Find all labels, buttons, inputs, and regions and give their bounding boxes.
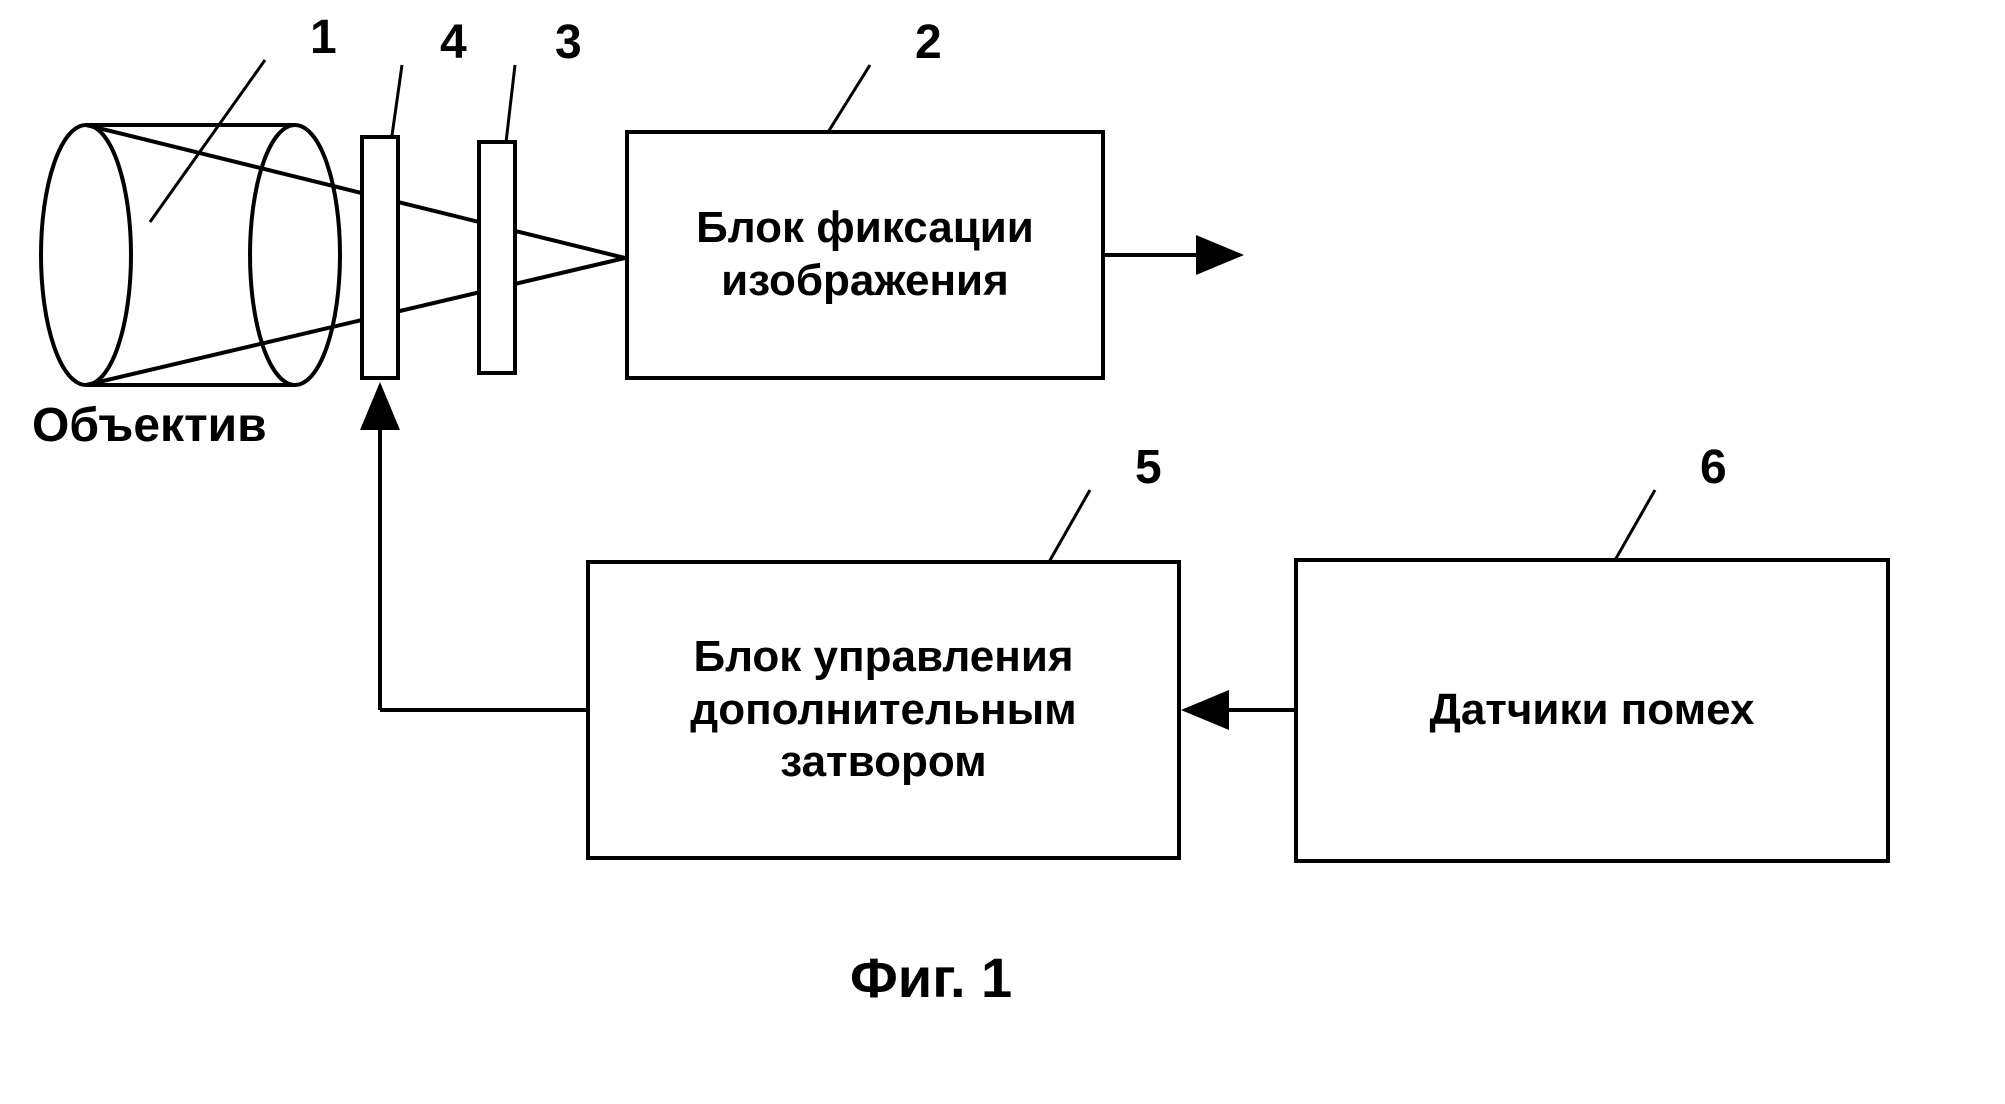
block-2-image-fixation: Блок фиксацииизображения	[625, 130, 1105, 380]
block-6-label: Датчики помех	[1429, 684, 1754, 737]
ray-bottom	[86, 258, 625, 385]
num-1: 1	[310, 10, 337, 65]
shutter-3	[477, 140, 517, 375]
num-4: 4	[440, 15, 467, 70]
lens-label: Объектив	[32, 398, 267, 453]
ray-top	[86, 125, 625, 258]
leader-1	[150, 60, 265, 222]
shutter-4	[360, 135, 400, 380]
block-6-sensors: Датчики помех	[1294, 558, 1890, 863]
block-5-label: Блок управлениядополнительнымзатвором	[690, 631, 1076, 789]
num-5: 5	[1135, 440, 1162, 495]
block-2-label: Блок фиксацииизображения	[696, 202, 1034, 308]
figure-1-diagram: Блок фиксацииизображения Блок управления…	[0, 0, 2005, 1104]
figure-caption: Фиг. 1	[850, 945, 1012, 1010]
block-5-shutter-control: Блок управлениядополнительнымзатвором	[586, 560, 1181, 860]
num-3: 3	[555, 15, 582, 70]
num-6: 6	[1700, 440, 1727, 495]
num-2: 2	[915, 15, 942, 70]
